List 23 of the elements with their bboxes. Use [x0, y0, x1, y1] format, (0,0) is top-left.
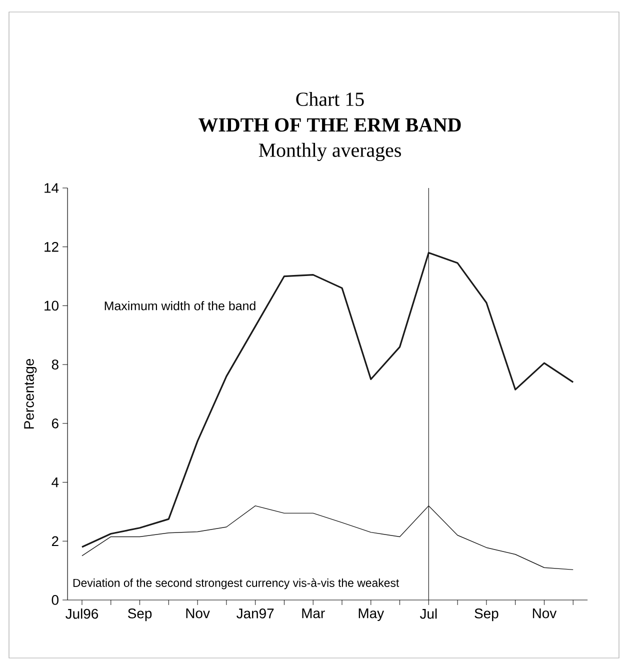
y-tick-label: 10: [44, 300, 58, 311]
x-tick-label: Sep: [474, 608, 498, 622]
y-axis-title: Percentage: [24, 358, 37, 429]
x-tick-label: Nov: [532, 608, 557, 618]
y-tick-label: 12: [44, 242, 58, 252]
x-tick-label: Nov: [186, 608, 210, 618]
x-tick-label: Jan97: [236, 608, 274, 618]
x-tick-label: May: [358, 608, 384, 621]
y-tick-label: 6: [52, 418, 58, 428]
chart-subtitle: Monthly averages: [258, 142, 401, 162]
caption: Chart 15: [296, 92, 364, 106]
x-tick-label: Jul96: [66, 608, 98, 619]
x-tick-label: Mar: [302, 608, 325, 618]
text: Deviation of the second strongest currency vis-à-vis the weakest: [73, 578, 400, 590]
chart-title: WIDTH OF THE ERM BAND: [198, 118, 461, 132]
y-tick-label: 0: [52, 595, 58, 605]
x-tick-label: Sep: [128, 608, 152, 622]
x-tick-label: Jul: [420, 608, 437, 619]
series-label: Maximum width of the band: [104, 301, 256, 310]
y-tick-label: 8: [52, 360, 58, 370]
y-tick-label: 4: [52, 477, 59, 488]
y-tick-label: 2: [52, 536, 58, 546]
y-tick-label: 14: [44, 183, 59, 193]
